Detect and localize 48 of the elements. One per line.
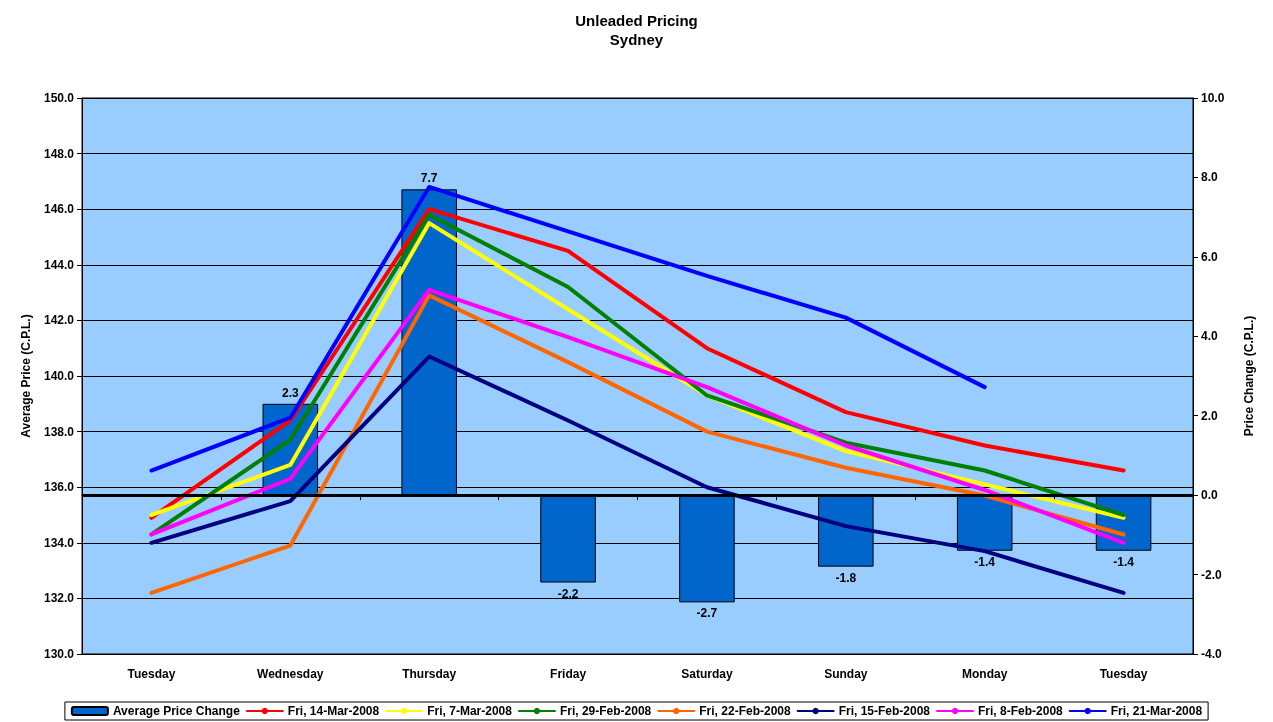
line-series — [149, 184, 987, 473]
y-tick-label: 134.0 — [43, 535, 75, 550]
data-label: -1.8 — [835, 570, 857, 585]
legend-label: Fri, 7-Mar-2008 — [427, 704, 513, 718]
legend-label: Average Price Change — [112, 704, 241, 718]
y-axis-title: Average Price (C.P.L.) — [19, 314, 33, 438]
y-tick-label: 138.0 — [43, 424, 75, 439]
line-series — [149, 287, 1126, 545]
x-tick-label: Sunday — [824, 667, 868, 681]
y-tick-label: 144.0 — [43, 257, 75, 272]
data-label: -2.2 — [557, 586, 579, 601]
y2-tick-label: 6.0 — [1201, 249, 1219, 264]
y-tick-label: 130.0 — [43, 647, 75, 661]
x-tick-label: Tuesday — [127, 667, 176, 681]
chart-title: Unleaded Pricing — [575, 12, 698, 29]
y2-tick-label: -4.0 — [1201, 647, 1222, 661]
x-tick-label: Tuesday — [1099, 667, 1148, 681]
x-tick-label: Wednesday — [257, 667, 324, 681]
y-tick-label: 148.0 — [43, 146, 75, 161]
y2-tick-label: 2.0 — [1201, 408, 1219, 423]
legend-label: Fri, 21-Mar-2008 — [1110, 704, 1203, 718]
y2-tick-label: -2.0 — [1201, 567, 1222, 582]
x-tick-label: Monday — [962, 667, 1008, 681]
legend-label: Fri, 8-Feb-2008 — [978, 704, 1064, 718]
data-label: 7.7 — [420, 171, 438, 186]
y-tick-label: 140.0 — [43, 369, 75, 383]
data-label: 2.3 — [281, 385, 299, 400]
chart-subtitle: Sydney — [609, 31, 664, 48]
y2-axis-title: Price Change (C.P.L.) — [1242, 315, 1256, 437]
legend-label: Fri, 15-Feb-2008 — [838, 704, 931, 718]
y2-tick-label: 8.0 — [1201, 170, 1219, 185]
y-tick-label: 132.0 — [43, 591, 75, 606]
legend-label: Fri, 29-Feb-2008 — [559, 704, 652, 718]
data-label: -1.4 — [974, 554, 996, 569]
y2-tick-label: 4.0 — [1201, 329, 1219, 344]
legend-label: Fri, 22-Feb-2008 — [699, 704, 791, 718]
y-tick-label: 150.0 — [43, 91, 75, 105]
x-tick-label: Friday — [550, 667, 587, 681]
data-label: -1.4 — [1113, 554, 1135, 569]
x-tick-label: Saturday — [681, 667, 733, 681]
y-tick-label: 146.0 — [43, 202, 75, 217]
x-tick-label: Thursday — [402, 667, 457, 681]
y-tick-label: 136.0 — [43, 480, 75, 495]
y-tick-label: 142.0 — [43, 313, 75, 328]
legend-label: Fri, 14-Mar-2008 — [287, 704, 380, 718]
data-label: -2.7 — [696, 606, 718, 621]
y2-tick-label: 0.0 — [1201, 488, 1219, 503]
y2-tick-label: 10.0 — [1201, 91, 1225, 105]
